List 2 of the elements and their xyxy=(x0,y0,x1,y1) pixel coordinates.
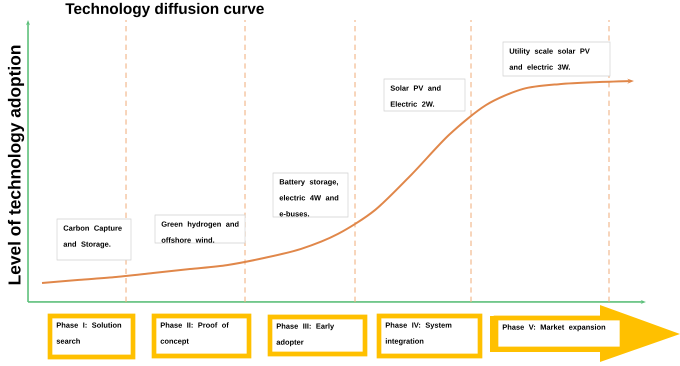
y-axis-title: Level of technology adoption xyxy=(8,46,24,284)
chart-title: Technology diffusion curve xyxy=(65,2,264,18)
